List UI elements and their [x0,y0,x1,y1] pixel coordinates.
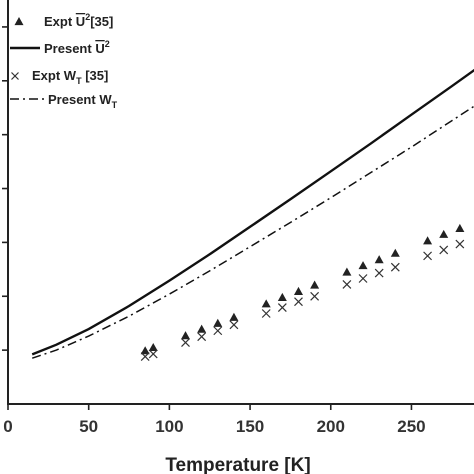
legend-x-marker [11,72,19,80]
expt-u2-point [213,318,223,327]
legend-prefix: Present [44,41,95,56]
legend-suffix: [35] [82,68,109,83]
expt-wt-point [229,320,239,330]
x-tick-label: 50 [79,417,98,436]
expt-wt-point-stroke-b [277,303,287,313]
legend-symbol: W [99,92,112,107]
expt-wt-point-stroke-b [229,320,239,330]
legend-prefix: Present [48,92,99,107]
legend-triangle-marker [14,16,24,26]
expt-wt-point [358,274,368,283]
expt-wt-point [423,251,433,261]
legend-label: Expt U2[35] [44,12,113,29]
legend-label: Present WT [48,92,118,110]
expt-wt-point [277,303,287,313]
expt-wt-point-stroke-b [390,262,400,272]
expt-wt-point-stroke-b [342,279,352,289]
present-u2-line [31,68,474,356]
expt-wt-point [148,349,158,359]
legend-x-marker-stroke-b [11,72,19,80]
x-axis-label: Temperature [K] [165,455,310,474]
expt-wt-point-stroke-b [439,245,449,255]
legend-suffix: [35] [90,14,113,29]
expt-wt-point-stroke-b [213,326,223,336]
expt-u2-point [148,342,158,352]
expt-wt-point [390,262,400,272]
legend-label: Present U2 [44,39,110,56]
expt-wt-point-stroke-b [148,349,158,359]
expt-u2-point [140,346,150,355]
x-tick-label: 100 [155,417,183,436]
legend-entry: Expt U2[35] [14,12,113,29]
expt-u2-point [390,248,400,257]
expt-u2-point [181,331,191,340]
expt-wt-point [439,245,449,255]
expt-u2-point [197,324,207,333]
legend-symbol: U [76,14,85,29]
expt-u2-point [261,299,271,308]
expt-wt-point-stroke-b [197,332,207,342]
legend-sup: 2 [105,39,110,49]
legend-subscript: T [76,76,82,86]
x-tick-label: 150 [236,417,264,436]
expt-u2-point [293,286,303,296]
expt-wt-point-stroke-b [140,352,150,362]
x-tick-label: 0 [3,417,12,436]
expt-wt-point [261,309,271,318]
legend-symbol: W [64,68,77,83]
expt-wt-point [342,279,352,289]
expt-wt-point [455,239,465,249]
legend-label: Expt WT [35] [32,68,108,86]
expt-u2-point [358,261,368,270]
expt-wt-point [294,297,303,307]
expt-wt-point [181,338,190,348]
legend-symbol: U [95,41,104,56]
expt-wt-point-stroke-b [294,297,303,307]
expt-wt-point [197,332,207,342]
legend-prefix: Expt [32,68,64,83]
expt-wt-point-stroke-b [181,338,190,348]
expt-wt-point-stroke-b [374,268,384,278]
expt-wt-point-stroke-b [455,239,465,249]
expt-u2-point [229,312,239,321]
expt-u2-point [423,236,433,245]
plot-marks [31,68,474,362]
present-wt-line [31,105,474,359]
expt-wt-point-stroke-b [423,251,433,261]
legend-entry: Expt WT [35] [11,68,108,86]
x-tick-label: 250 [397,417,425,436]
expt-wt-point [140,352,150,362]
expt-u2-point [439,229,449,238]
expt-u2-point [342,267,352,276]
expt-u2-point [310,280,320,289]
legend-entry: Present U2 [10,39,110,56]
legend-entry: Present WT [10,92,118,110]
x-tick-label: 200 [317,417,345,436]
expt-wt-point [374,268,384,278]
expt-u2-point [374,255,384,264]
expt-wt-point [213,326,223,336]
expt-wt-point-stroke-b [310,291,320,301]
expt-wt-point-stroke-b [261,309,271,318]
legend-sup: 2 [85,12,90,22]
expt-wt-point [310,291,320,301]
legend-prefix: Expt [44,14,76,29]
expt-wt-point-stroke-b [358,274,368,283]
expt-u2-point [455,223,465,233]
expt-u2-point [277,292,287,301]
legend-subscript: T [112,100,118,110]
